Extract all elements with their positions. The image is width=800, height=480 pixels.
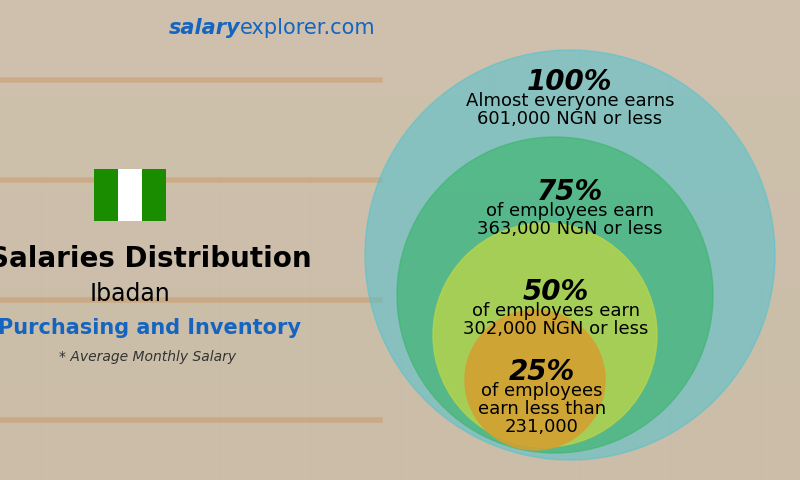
Text: Ibadan: Ibadan [90,282,170,306]
Text: 302,000 NGN or less: 302,000 NGN or less [463,320,649,338]
Bar [0,96,800,192]
Circle shape [365,50,775,460]
Text: salary: salary [168,18,240,38]
Bar [0,288,800,384]
Text: 231,000: 231,000 [505,418,579,436]
Text: 50%: 50% [523,278,589,306]
Text: * Average Monthly Salary: * Average Monthly Salary [59,350,237,364]
Text: explorer.com: explorer.com [240,18,376,38]
Bar [0,384,800,480]
Text: of employees earn: of employees earn [472,302,640,320]
Text: 75%: 75% [537,178,603,206]
Bar [118,169,142,221]
Text: of employees: of employees [482,382,602,400]
Text: Purchasing and Inventory: Purchasing and Inventory [0,318,302,338]
Bar [142,169,166,221]
Circle shape [465,310,605,450]
Bar [94,169,118,221]
Text: 100%: 100% [527,68,613,96]
Text: earn less than: earn less than [478,400,606,418]
Text: Salaries Distribution: Salaries Distribution [0,245,311,273]
Text: of employees earn: of employees earn [486,202,654,220]
Text: 601,000 NGN or less: 601,000 NGN or less [478,110,662,128]
Text: Almost everyone earns: Almost everyone earns [466,92,674,110]
Text: 25%: 25% [509,358,575,386]
Bar [0,0,800,96]
Circle shape [397,137,713,453]
Text: 363,000 NGN or less: 363,000 NGN or less [478,220,662,238]
Circle shape [433,223,657,447]
Bar [0,192,800,288]
